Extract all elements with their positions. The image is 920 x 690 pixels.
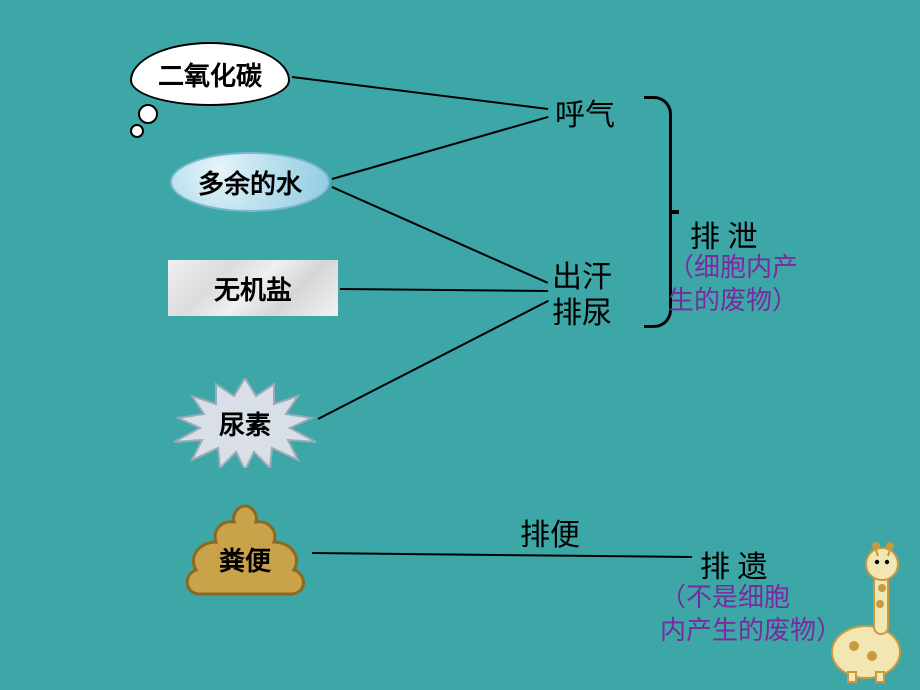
diagram-stage: 二氧化碳 多余的水 无机盐 尿素 粪便 呼气 出汗 排尿 排便 排 泄 （细胞内… bbox=[0, 0, 920, 690]
title-excretion: 排 泄 bbox=[690, 212, 758, 256]
node-urea-label: 尿素 bbox=[170, 378, 320, 468]
edge-co2-exhale bbox=[292, 76, 548, 110]
node-feces-label: 粪便 bbox=[180, 541, 310, 578]
subtitle-excretion: （细胞内产 生的废物） bbox=[668, 252, 798, 317]
node-salt: 无机盐 bbox=[168, 260, 338, 316]
edge-feces-defecate bbox=[312, 552, 692, 558]
node-co2: 二氧化碳 bbox=[130, 42, 290, 106]
node-water-label: 多余的水 bbox=[198, 164, 302, 201]
node-water: 多余的水 bbox=[170, 152, 330, 212]
node-urea: 尿素 bbox=[170, 378, 320, 468]
giraffe-icon bbox=[804, 534, 914, 684]
edge-water-exhale bbox=[332, 116, 549, 180]
edge-salt-sweat_urine bbox=[340, 288, 548, 292]
edge-urea-sweat_urine bbox=[318, 300, 549, 420]
node-feces: 粪便 bbox=[180, 500, 310, 600]
label-exhale: 呼气 bbox=[555, 90, 615, 134]
title-egestion: 排 遗 bbox=[700, 542, 768, 586]
node-co2-label: 二氧化碳 bbox=[158, 56, 262, 93]
node-salt-label: 无机盐 bbox=[214, 270, 292, 307]
edge-water-sweat_urine bbox=[332, 186, 549, 284]
label-sweat-urine: 出汗 排尿 bbox=[552, 260, 612, 332]
label-defecate: 排便 bbox=[520, 510, 580, 554]
